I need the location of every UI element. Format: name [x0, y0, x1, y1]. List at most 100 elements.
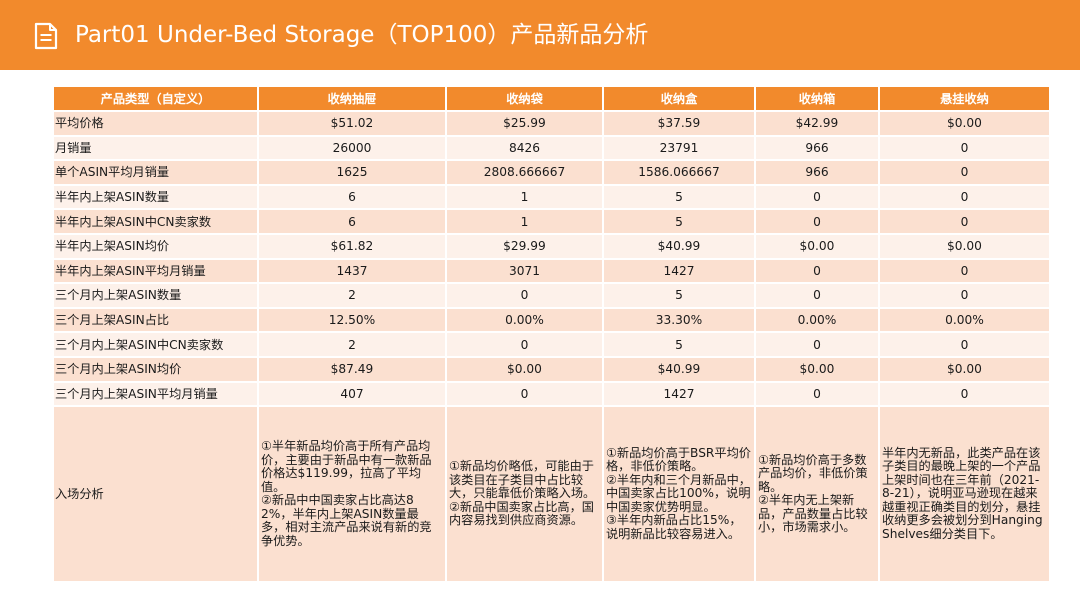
table-cell: 1: [445, 183, 604, 211]
row-label: 半年内上架ASIN中CN卖家数: [52, 208, 259, 235]
table-cell: 966: [754, 134, 880, 162]
column-header: 悬挂收纳: [878, 85, 1051, 112]
table-cell: 0: [445, 380, 604, 408]
row-label: 三个月内上架ASIN数量: [52, 282, 259, 309]
table-cell: 5: [602, 183, 756, 211]
table-cell: 0: [878, 257, 1051, 285]
table-cell: 2: [257, 282, 447, 309]
table-header-row: 产品类型（自定义） 收纳抽屉 收纳袋 收纳盒 收纳箱 悬挂收纳: [52, 85, 1051, 112]
table-cell: 0.00%: [754, 306, 880, 334]
table-cell: 0: [878, 208, 1051, 235]
row-label: 三个月内上架ASIN平均月销量: [52, 380, 259, 408]
table-cell: 2808.666667: [445, 159, 604, 186]
table-cell: $42.99: [754, 110, 880, 137]
table-row: 单个ASIN平均月销量 1625 2808.666667 1586.066667 966…: [52, 159, 1051, 186]
product-analysis-table: 产品类型（自定义） 收纳抽屉 收纳袋 收纳盒 收纳箱 悬挂收纳 平均价格 $51.…: [52, 85, 1051, 584]
row-label: 半年内上架ASIN数量: [52, 183, 259, 211]
table-cell: 0.00%: [445, 306, 604, 334]
table-cell: 0: [878, 159, 1051, 186]
page-header: Part01 Under-Bed Storage（TOP100）产品新品分析: [0, 0, 1080, 70]
table-cell: 5: [602, 331, 756, 358]
table-row: 三个月内上架ASIN数量 2 0 5 0 0: [52, 282, 1051, 309]
analysis-text: 半年内无新品，此类产品在该子类目的最晚上架的一个产品上架时间也在三年前（2021…: [882, 445, 1043, 541]
table-cell: 6: [257, 208, 447, 235]
table-cell: 1427: [602, 380, 756, 408]
table-cell: 1437: [257, 257, 447, 285]
table-cell: 966: [754, 159, 880, 186]
row-label: 三个月上架ASIN占比: [52, 306, 259, 334]
table-cell: 0: [754, 380, 880, 408]
table-cell: $0.00: [878, 355, 1051, 383]
column-header: 收纳抽屉: [257, 85, 447, 112]
table-cell: 0: [878, 282, 1051, 309]
table-row: 半年内上架ASIN均价 $61.82 $29.99 $40.99 $0.00 $0.00: [52, 232, 1051, 260]
row-label: 平均价格: [52, 110, 259, 137]
table-cell: $0.00: [445, 355, 604, 383]
table-row: 三个月内上架ASIN均价 $87.49 $0.00 $40.99 $0.00 $0.00: [52, 355, 1051, 383]
table-cell: 1586.066667: [602, 159, 756, 186]
table-row: 半年内上架ASIN中CN卖家数 6 1 5 0 0: [52, 208, 1051, 235]
document-icon: [34, 22, 58, 50]
table-cell: 5: [602, 282, 756, 309]
table-cell: 0: [445, 331, 604, 358]
table-row: 半年内上架ASIN数量 6 1 5 0 0: [52, 183, 1051, 211]
table-cell: $0.00: [878, 110, 1051, 137]
analysis-text: ①新品均价高于多数产品均价，非低价策略。 ②半年内无上架新品，产品数量占比较小，…: [758, 452, 868, 535]
row-label: 半年内上架ASIN均价: [52, 232, 259, 260]
table-cell: 3071: [445, 257, 604, 285]
table-cell: $0.00: [754, 232, 880, 260]
table-cell: 0: [754, 208, 880, 235]
table-cell: 1: [445, 208, 604, 235]
page-title: Part01 Under-Bed Storage（TOP100）产品新品分析: [75, 22, 649, 48]
table-cell: 0: [754, 282, 880, 309]
analysis-text: ①新品均价略低，可能由于该类目在子类目中占比较大，只能靠低价策略入场。 ②新品中…: [449, 459, 596, 528]
row-label: 三个月内上架ASIN均价: [52, 355, 259, 383]
table-cell: $0.00: [878, 232, 1051, 260]
table-cell: 0: [754, 331, 880, 358]
table-cell: $25.99: [445, 110, 604, 137]
table-cell: 407: [257, 380, 447, 408]
table-cell: $51.02: [257, 110, 447, 137]
table-cell: 33.30%: [602, 306, 756, 334]
row-label: 半年内上架ASIN平均月销量: [52, 257, 259, 285]
table-cell: $40.99: [602, 355, 756, 383]
analysis-text: ①新品均价高于BSR平均价格，非低价策略。 ②半年内和三个月新品中，中国卖家占比…: [606, 445, 751, 541]
table-cell: 1625: [257, 159, 447, 186]
table-cell: 0: [878, 183, 1051, 211]
row-label: 入场分析: [52, 405, 259, 584]
table-row: 平均价格 $51.02 $25.99 $37.59 $42.99 $0.00: [52, 110, 1051, 137]
table-row: 半年内上架ASIN平均月销量 1437 3071 1427 0 0: [52, 257, 1051, 285]
table-row: 三个月上架ASIN占比 12.50% 0.00% 33.30% 0.00% 0.00%: [52, 306, 1051, 334]
table-cell: $0.00: [754, 355, 880, 383]
table-cell: 5: [602, 208, 756, 235]
table-cell: $87.49: [257, 355, 447, 383]
table-cell: $29.99: [445, 232, 604, 260]
row-label: 单个ASIN平均月销量: [52, 159, 259, 186]
analysis-row: 入场分析 ①半年新品均价高于所有产品均价，主要由于新品中有一款新品价格达$119…: [52, 405, 1051, 584]
table-cell: 0.00%: [878, 306, 1051, 334]
table-cell: $37.59: [602, 110, 756, 137]
row-label: 月销量: [52, 134, 259, 162]
column-header: 收纳袋: [445, 85, 604, 112]
table-cell: 0: [878, 331, 1051, 358]
table-cell: 0: [445, 282, 604, 309]
table-cell: 0: [754, 183, 880, 211]
table-cell: 6: [257, 183, 447, 211]
table-cell: 0: [754, 257, 880, 285]
table-cell: 26000: [257, 134, 447, 162]
table-cell: $40.99: [602, 232, 756, 260]
table-cell: $61.82: [257, 232, 447, 260]
table-cell: 0: [878, 134, 1051, 162]
table-row: 三个月内上架ASIN中CN卖家数 2 0 5 0 0: [52, 331, 1051, 358]
table-cell: 8426: [445, 134, 604, 162]
table-cell: 23791: [602, 134, 756, 162]
table-row: 月销量 26000 8426 23791 966 0: [52, 134, 1051, 162]
table-cell: 1427: [602, 257, 756, 285]
analysis-text: ①半年新品均价高于所有产品均价，主要由于新品中有一款新品价格达$119.99，拉…: [261, 439, 432, 548]
row-label: 三个月内上架ASIN中CN卖家数: [52, 331, 259, 358]
table-cell: 2: [257, 331, 447, 358]
column-header: 收纳箱: [754, 85, 880, 112]
table-row: 三个月内上架ASIN平均月销量 407 0 1427 0 0: [52, 380, 1051, 408]
table-cell: 12.50%: [257, 306, 447, 334]
table-cell: 0: [878, 380, 1051, 408]
